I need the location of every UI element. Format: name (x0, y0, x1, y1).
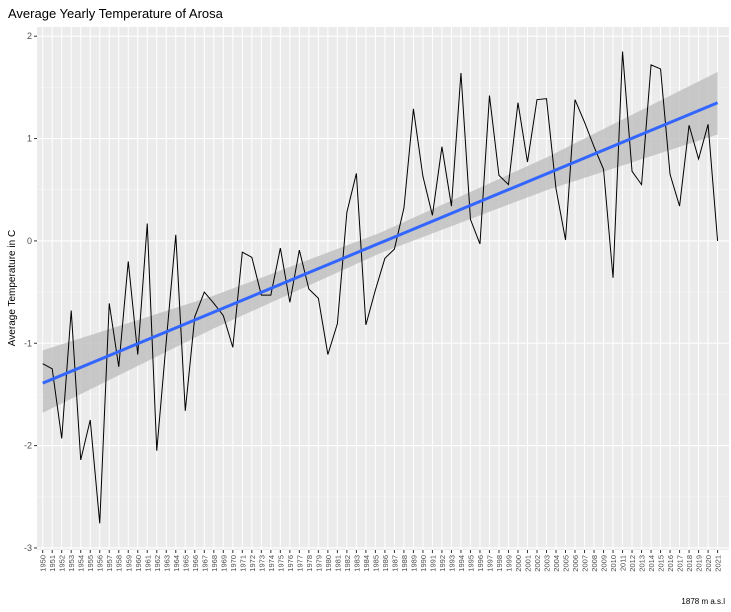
x-tick-label: 2001 (523, 555, 532, 572)
y-tick-label: 2 (27, 31, 32, 41)
x-tick-label: 1998 (495, 555, 504, 572)
x-tick-label: 1950 (39, 555, 48, 572)
x-tick-label: 1955 (86, 555, 95, 572)
x-tick-label: 1968 (210, 555, 219, 572)
x-tick-label: 1982 (343, 555, 352, 572)
x-tick-label: 1992 (438, 555, 447, 572)
x-tick-label: 1953 (67, 555, 76, 572)
x-tick-label: 2020 (704, 555, 713, 572)
x-tick-label: 1970 (229, 555, 238, 572)
x-tick-label: 1974 (267, 555, 276, 572)
x-tick-label: 2016 (666, 555, 675, 572)
x-tick-label: 1954 (77, 555, 86, 572)
x-tick-label: 1963 (162, 555, 171, 572)
x-tick-label: 1991 (428, 555, 437, 572)
data-line (42, 51, 719, 524)
x-tick-label: 1952 (58, 555, 67, 572)
x-tick-label: 1965 (181, 555, 190, 572)
x-tick-label: 2018 (685, 555, 694, 572)
caption: 1878 m a.s.l (681, 597, 725, 606)
x-tick-label: 1981 (333, 555, 342, 572)
x-tick-label: 1980 (324, 555, 333, 572)
x-tick-label: 2017 (676, 555, 685, 572)
x-tick-label: 1978 (305, 555, 314, 572)
x-tick-label: 2012 (628, 555, 637, 572)
x-tick-label: 1985 (371, 555, 380, 572)
x-tick-label: 2015 (657, 555, 666, 572)
x-tick-label: 1988 (400, 555, 409, 572)
y-axis-title: Average Temperature in C (7, 230, 18, 346)
x-tick-label: 2002 (533, 555, 542, 572)
x-tick-label: 1996 (476, 555, 485, 572)
x-tick-label: 1975 (276, 555, 285, 572)
x-tick-label: 1966 (191, 555, 200, 572)
trend-line (42, 101, 719, 385)
x-tick-label: 2014 (647, 555, 656, 572)
x-tick-label: 2013 (638, 555, 647, 572)
x-tick-label: 1956 (96, 555, 105, 572)
x-tick-label: 2000 (514, 555, 523, 572)
y-tick-label: -3 (24, 543, 32, 553)
x-tick-label: 1971 (238, 555, 247, 572)
x-tick-label: 1976 (286, 555, 295, 572)
x-tick-label: 1990 (419, 555, 428, 572)
panel (37, 27, 729, 550)
x-tick-label: 1961 (143, 555, 152, 572)
x-tick-label: 2005 (562, 555, 571, 572)
x-tick-label: 1969 (219, 555, 228, 572)
x-tick-label: 1986 (381, 555, 390, 572)
x-tick-label: 2003 (542, 555, 551, 572)
x-tick-label: 2021 (714, 555, 723, 572)
x-tick-label: 1977 (295, 555, 304, 572)
x-tick-label: 2019 (695, 555, 704, 572)
x-tick-label: 2006 (571, 555, 580, 572)
chart-title: Average Yearly Temperature of Arosa (8, 6, 224, 21)
y-tick-label: -2 (24, 441, 32, 451)
x-tick-label: 1973 (257, 555, 266, 572)
y-tick-label: 1 (27, 134, 32, 144)
x-tick-label: 1994 (457, 555, 466, 572)
x-tick-label: 1993 (447, 555, 456, 572)
x-tick-label: 1960 (134, 555, 143, 572)
x-tick-label: 1959 (124, 555, 133, 572)
x-tick-label: 1995 (466, 555, 475, 572)
x-tick-label: 1957 (105, 555, 114, 572)
x-tick-label: 1987 (390, 555, 399, 572)
y-tick-label: -1 (24, 338, 32, 348)
x-tick-label: 1989 (409, 555, 418, 572)
x-tick-label: 1997 (485, 555, 494, 572)
x-tick-label: 2011 (619, 555, 628, 571)
x-tick-label: 2008 (590, 555, 599, 572)
x-tick-label: 1967 (200, 555, 209, 572)
x-tick-label: 1951 (48, 555, 57, 572)
y-tick-label: 0 (27, 236, 32, 246)
x-tick-label: 1983 (352, 555, 361, 572)
x-tick-label: 1984 (362, 555, 371, 572)
x-tick-label: 1964 (172, 555, 181, 572)
x-tick-label: 1962 (153, 555, 162, 572)
x-tick-label: 2007 (581, 555, 590, 572)
x-tick-label: 1979 (314, 555, 323, 572)
x-tick-label: 1972 (248, 555, 257, 572)
x-tick-label: 2004 (552, 555, 561, 572)
x-tick-label: 2009 (600, 555, 609, 572)
x-tick-label: 1999 (504, 555, 513, 572)
x-tick-label: 2010 (609, 555, 618, 572)
x-tick-label: 1958 (115, 555, 124, 572)
